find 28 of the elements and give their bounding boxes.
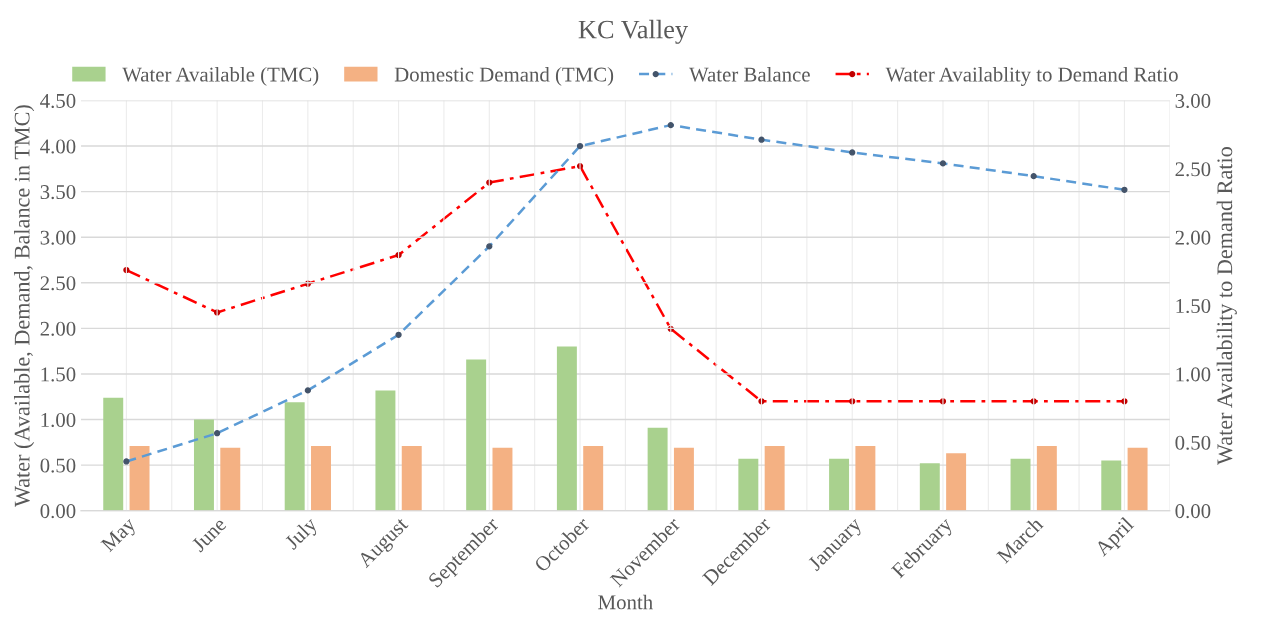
y2-tick-label: 1.50 (1176, 298, 1211, 314)
y-tick-label: 3.50 (40, 185, 76, 200)
legend-label: Water Availablity to Demand Ratio (885, 66, 1178, 86)
x-tick-label: May (100, 516, 140, 556)
chart-title: KC Valley (578, 19, 688, 44)
y-tick-label: 0.00 (40, 504, 76, 519)
y2-tick-label: 2.50 (1175, 162, 1211, 177)
legend-label: Water Balance (689, 66, 810, 82)
y-tick-label: 2.50 (40, 276, 76, 291)
legend-label: Domestic Demand (TMC) (394, 66, 614, 86)
y-axis-title: Water (Available, Demand, Balance in TMC) (14, 105, 35, 507)
y-tick-label: 0.50 (40, 458, 76, 473)
x-tick-label: June (191, 516, 227, 553)
y2-tick-label: 3.00 (1175, 93, 1211, 109)
y-tick-label: 4.50 (40, 93, 76, 109)
y2-tick-label: 0.00 (1175, 504, 1211, 519)
y2-tick-label: 0.50 (1175, 435, 1211, 450)
x-axis-title: Month (598, 594, 653, 610)
y2-axis-title: Water Availability to Demand Ratio (1216, 147, 1237, 465)
y2-tick-label: 1.00 (1176, 367, 1211, 382)
y-tick-label: 1.50 (41, 367, 76, 382)
y-tick-label: 3.00 (40, 230, 76, 245)
y-tick-label: 1.00 (41, 412, 76, 428)
y-tick-label: 4.00 (40, 139, 76, 154)
y-tick-label: 2.00 (40, 321, 76, 336)
y2-tick-label: 2.00 (1175, 230, 1211, 245)
x-tick-label: July (283, 515, 322, 554)
legend-label: Water Available (TMC) (122, 66, 319, 86)
